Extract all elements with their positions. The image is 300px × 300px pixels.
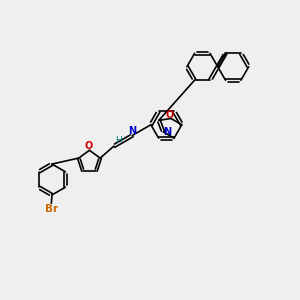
Text: N: N: [128, 126, 136, 136]
Text: Br: Br: [45, 204, 58, 214]
Text: H: H: [116, 136, 122, 145]
Text: O: O: [165, 110, 174, 120]
Text: N: N: [163, 128, 171, 137]
Text: O: O: [85, 141, 93, 151]
